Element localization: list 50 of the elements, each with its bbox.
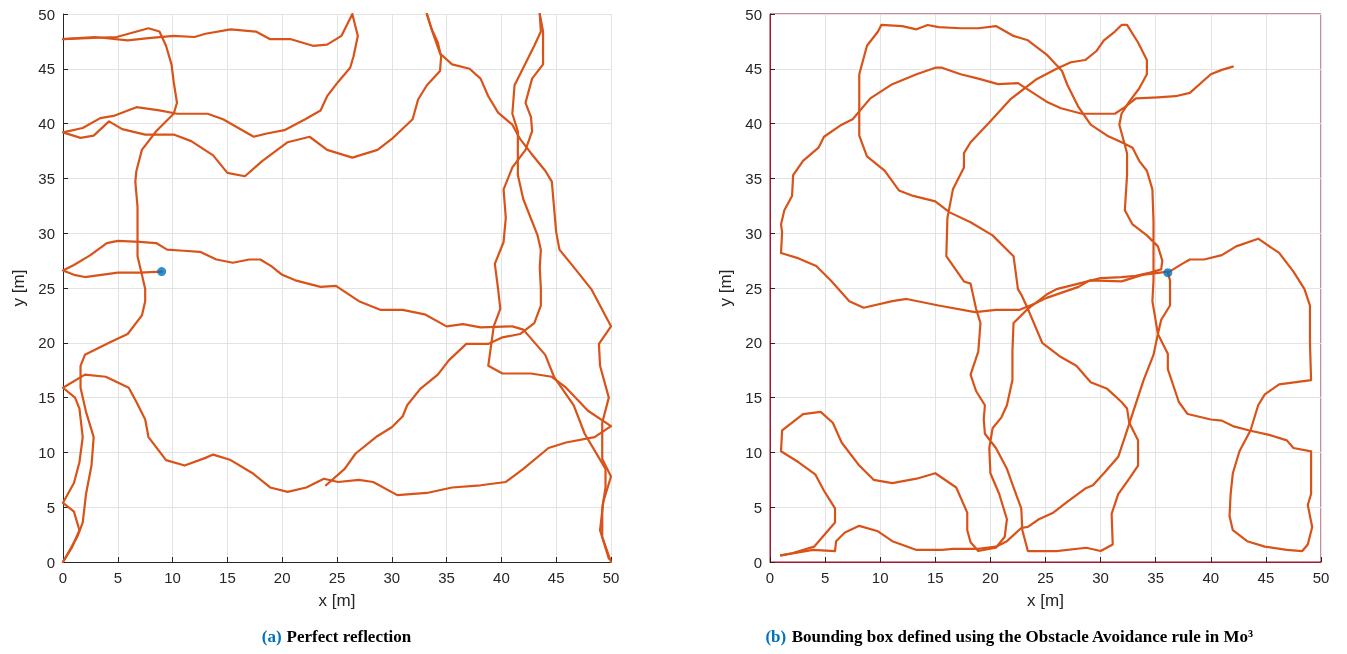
y-tick-label: 35 bbox=[745, 169, 762, 187]
y-tick-label: 35 bbox=[38, 169, 55, 187]
x-tick-label: 10 bbox=[871, 569, 889, 586]
y-tick-label: 15 bbox=[745, 389, 762, 407]
x-tick-label: 45 bbox=[547, 569, 565, 586]
x-tick-label: 0 bbox=[765, 569, 775, 586]
y-tick-label: 40 bbox=[745, 115, 762, 133]
x-tick-label: 30 bbox=[383, 569, 401, 586]
y-tick-label: 40 bbox=[38, 115, 55, 133]
x-tick-label: 45 bbox=[1257, 569, 1275, 586]
y-tick-label: 25 bbox=[38, 279, 55, 297]
y-tick-label: 20 bbox=[38, 334, 55, 352]
x-axis-title: x [m] bbox=[1027, 591, 1064, 610]
y-tick-label: 30 bbox=[745, 224, 762, 242]
y-tick-label: 15 bbox=[38, 389, 55, 407]
y-tick-label: 5 bbox=[46, 498, 55, 516]
y-tick-label: 0 bbox=[753, 553, 762, 571]
x-tick-label: 25 bbox=[328, 569, 346, 586]
y-tick-label: 25 bbox=[745, 279, 762, 297]
x-tick-label: 50 bbox=[602, 569, 620, 586]
y-tick-label: 10 bbox=[38, 443, 55, 461]
x-tick-label: 0 bbox=[58, 569, 68, 586]
x-tick-label: 5 bbox=[113, 569, 122, 586]
x-tick-label: 5 bbox=[820, 569, 830, 586]
text: (b) Bounding box defined using the Obstacle Avoidance rule in Mo³ bbox=[765, 626, 1254, 646]
y-tick-label: 20 bbox=[745, 334, 762, 352]
y-tick-label: 10 bbox=[745, 443, 762, 461]
x-tick-label: 20 bbox=[273, 569, 291, 586]
y-tick-label: 0 bbox=[46, 553, 55, 571]
x-tick-label: 35 bbox=[438, 569, 455, 586]
x-tick-label: 20 bbox=[982, 569, 999, 586]
x-tick-label: 15 bbox=[219, 569, 236, 586]
x-tick-label: 50 bbox=[1312, 569, 1330, 586]
y-tick-label: 45 bbox=[745, 60, 762, 78]
y-axis-title: y [m] bbox=[716, 269, 735, 307]
x-tick-label: 15 bbox=[926, 569, 944, 586]
x-tick-label: 40 bbox=[1202, 569, 1220, 586]
x-tick-label: 35 bbox=[1147, 569, 1165, 586]
x-tick-label: 10 bbox=[164, 569, 181, 586]
y-axis-title: y [m] bbox=[9, 269, 28, 307]
x-tick-label: 25 bbox=[1037, 569, 1054, 586]
y-tick-label: 50 bbox=[745, 5, 762, 23]
y-tick-label: 5 bbox=[753, 498, 762, 516]
x-tick-label: 40 bbox=[493, 569, 510, 586]
y-tick-label: 30 bbox=[38, 224, 55, 242]
y-tick-label: 50 bbox=[38, 5, 55, 23]
x-axis-title: x [m] bbox=[318, 591, 356, 610]
x-tick-label: 30 bbox=[1092, 569, 1109, 586]
y-tick-label: 45 bbox=[38, 60, 55, 78]
text: (a) Perfect reflection bbox=[261, 626, 412, 646]
